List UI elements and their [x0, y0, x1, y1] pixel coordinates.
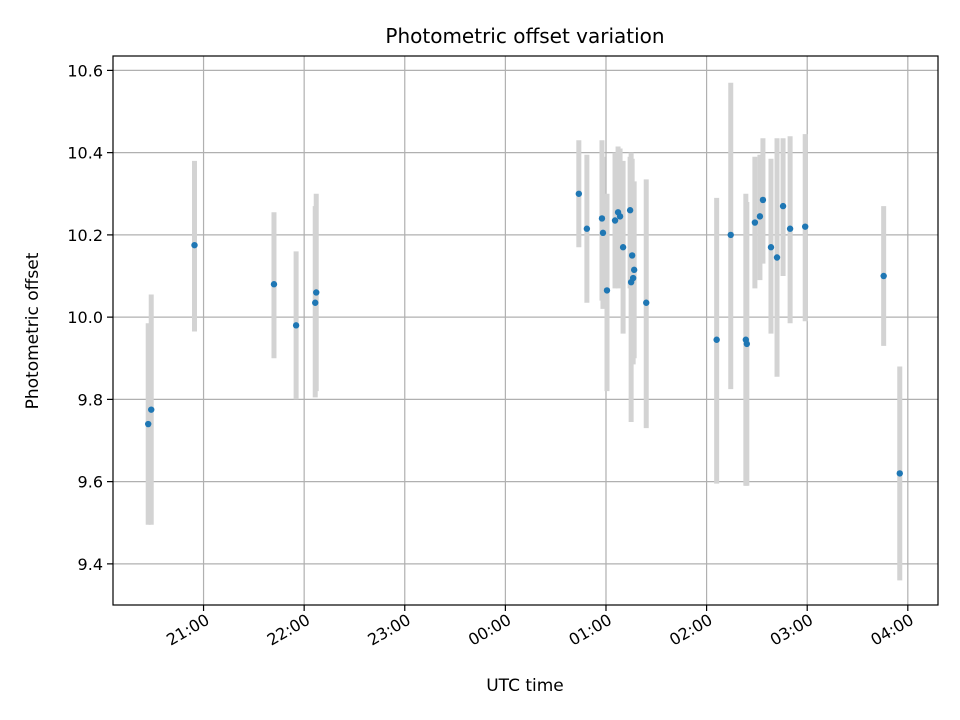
- data-points: [145, 190, 903, 477]
- data-point: [191, 241, 198, 249]
- x-axis-label: UTC time: [486, 676, 564, 696]
- data-point: [313, 289, 320, 296]
- y-tick-label: 10.4: [67, 144, 103, 163]
- data-point: [767, 244, 775, 251]
- data-point: [880, 272, 887, 280]
- data-point: [628, 252, 636, 259]
- data-point: [598, 215, 606, 222]
- data-point: [148, 406, 155, 413]
- data-point: [603, 287, 611, 294]
- plot-frame: [112, 55, 939, 606]
- data-point: [759, 196, 767, 204]
- data-point: [779, 202, 787, 210]
- data-point: [896, 470, 903, 477]
- data-point: [643, 299, 650, 306]
- data-point: [743, 340, 751, 348]
- data-point: [583, 225, 591, 232]
- data-point: [616, 213, 624, 220]
- data-point: [292, 322, 300, 329]
- data-point: [751, 219, 759, 226]
- chart-title: Photometric offset variation: [385, 24, 664, 48]
- data-point: [786, 225, 794, 232]
- y-axis-ticks: 9.4 9.6 9.8 10.0 10.2 10.4 10.6: [67, 61, 113, 574]
- data-point: [801, 223, 809, 230]
- grid: [113, 56, 938, 605]
- y-tick-label: 10.0: [67, 308, 103, 327]
- y-tick-label: 9.8: [78, 390, 103, 409]
- y-tick-label: 10.6: [67, 61, 103, 80]
- data-point: [713, 336, 720, 343]
- data-point: [611, 217, 619, 224]
- data-point: [145, 420, 152, 428]
- data-point: [629, 274, 637, 282]
- data-point: [773, 254, 781, 261]
- y-tick-label: 10.2: [67, 226, 103, 245]
- y-tick-label: 9.6: [78, 473, 103, 492]
- data-point: [575, 190, 583, 197]
- data-point: [619, 244, 627, 251]
- data-point: [727, 231, 734, 239]
- y-tick-label: 9.4: [78, 555, 103, 574]
- data-point: [270, 281, 278, 288]
- data-point: [626, 207, 634, 214]
- data-point: [756, 213, 764, 220]
- y-axis-label: Photometric offset: [23, 252, 43, 409]
- data-point: [599, 229, 607, 237]
- data-point: [630, 266, 638, 274]
- data-point: [312, 299, 319, 306]
